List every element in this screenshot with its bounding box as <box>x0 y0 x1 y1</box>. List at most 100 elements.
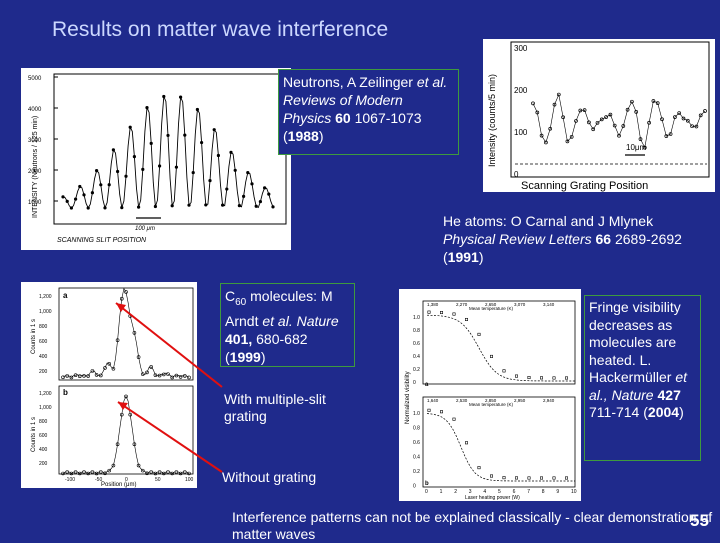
c60-ytick: 600 <box>39 339 48 345</box>
vis-frame-b <box>422 396 576 488</box>
vis-xlabel: Laser heating power (W) <box>465 495 520 501</box>
vis-panel-a: a <box>425 382 429 388</box>
vis-temp-b: 1,640 <box>427 398 439 403</box>
c60-xtick: -100 <box>65 477 75 483</box>
vis-xtick: 2 <box>454 489 457 495</box>
neutron-plot: INTENSITY (Neutrons / 125 min) 5000 4000 3… <box>21 68 291 250</box>
neutron-citation: Neutrons, A Zeilinger et al. Reviews of … <box>278 69 459 155</box>
c60-frame-b <box>58 385 194 475</box>
helium-point <box>608 112 613 117</box>
c60-label-multi: With multiple-slit grating <box>224 391 326 424</box>
c60-author-c: C <box>225 288 236 304</box>
c60-ytick: 400 <box>39 447 48 453</box>
helium-author: He atoms: O Carnal and J Mlynek <box>443 213 654 229</box>
vis-ylabel: Normalized visibility <box>405 371 411 424</box>
helium-scalebar-label: 10μm <box>626 143 647 152</box>
vis-point <box>565 376 569 380</box>
c60-point <box>69 375 74 380</box>
slide-title: Results on matter wave interference <box>52 18 389 41</box>
neutron-plot-svg: INTENSITY (Neutrons / 125 min) 5000 4000 3… <box>28 73 287 244</box>
helium-point <box>668 132 673 136</box>
visibility-citation: Fringe visibility decreases as molecules… <box>584 295 701 461</box>
vis-point <box>439 311 443 315</box>
neutron-ytick: 5000 <box>28 76 42 82</box>
vis-point <box>439 410 443 414</box>
vis-xtick: 0 <box>425 489 428 495</box>
vis-point <box>515 476 519 480</box>
helium-point <box>655 101 660 105</box>
helium-point <box>604 115 608 119</box>
helium-journal: Physical Review Letters <box>443 231 592 247</box>
c60-point <box>124 394 128 399</box>
c60-subscript: 60 <box>235 296 247 308</box>
vis-etal: et al. <box>589 369 688 403</box>
vis-point <box>465 441 469 445</box>
vis-yticks: 1.0 1.0 0.8 0.8 0.6 0.6 0.4 0.4 0.2 0.2 0 0 <box>413 315 420 490</box>
neutron-frame <box>53 73 287 225</box>
helium-xlabel: Scanning Grating Position <box>521 180 648 192</box>
c60-yticks: 1,200 1,000 800 600 400 200 1,200 1,000 800 600 40… <box>39 294 52 467</box>
c60-ylabel-bottom: Counts in 1 s <box>31 417 37 452</box>
neutron-ylabel: INTENSITY (Neutrons / 125 min) <box>32 116 39 218</box>
vis-point <box>552 476 556 480</box>
vis-temp-a: 3,070 <box>514 302 526 307</box>
vis-pages: 711-714 <box>589 404 640 420</box>
helium-yticks: 300 200 100 0 <box>514 44 528 179</box>
vis-ytick: 1.0 <box>413 315 420 321</box>
helium-ytick: 100 <box>514 128 528 137</box>
vis-temp-a: 3,140 <box>543 302 555 307</box>
vis-text: Fringe visibility decreases as molecules… <box>589 299 681 385</box>
c60-xticks: -100 -50 0 50 100 <box>65 477 194 483</box>
vis-xtick: 9 <box>556 489 559 495</box>
vis-xticks: 0 1 2 3 4 5 6 7 8 9 10 <box>425 489 577 495</box>
c60-ytick: 1,000 <box>39 405 52 411</box>
neutron-xlabel: SCANNING SLIT POSITION <box>57 237 147 244</box>
vis-top-axis-b: Mean temperature (K) <box>469 402 514 407</box>
helium-point <box>612 123 617 128</box>
vis-point <box>452 312 456 316</box>
c60-ytick: 800 <box>39 324 48 330</box>
helium-point <box>703 109 707 113</box>
helium-year: 1991 <box>447 249 479 265</box>
vis-volume: 427 <box>657 386 681 403</box>
c60-point <box>69 471 74 476</box>
helium-citation: He atoms: O Carnal and J Mlynek Physical… <box>443 213 682 265</box>
vis-ytick: 0.4 <box>413 354 420 360</box>
vis-curves <box>426 310 575 482</box>
neutron-scalebar-label: 100 μm <box>135 226 155 232</box>
helium-point <box>673 115 677 119</box>
neutron-journal: Reviews of Modern Physics <box>283 92 403 126</box>
c60-year: 1999 <box>229 348 261 365</box>
vis-panel-b: b <box>425 481 429 487</box>
c60-xtick: 0 <box>125 477 128 483</box>
helium-point <box>531 101 535 106</box>
vis-journal: , Nature <box>603 386 654 403</box>
neutron-ytick: 3000 <box>28 138 42 144</box>
c60-panel-b: b <box>63 388 68 397</box>
c60-citation: C60 molecules: M Arndt et al. Nature 401… <box>220 283 355 367</box>
helium-ytick: 200 <box>514 86 528 95</box>
vis-point <box>515 374 519 378</box>
vis-point <box>502 369 506 373</box>
c60-plot-svg: a b Counts in 1 s Counts in 1 s 1,200 1,0… <box>31 287 194 488</box>
vis-ytick: 0.4 <box>413 455 420 461</box>
neutron-curve <box>61 94 275 210</box>
vis-frame-a <box>422 300 576 385</box>
c60-point <box>73 373 78 377</box>
helium-frame <box>510 41 710 178</box>
c60-point <box>107 361 111 366</box>
vis-ytick: 0.6 <box>413 341 420 347</box>
helium-ytick: 0 <box>514 170 519 179</box>
vis-temp-b: 2,940 <box>543 398 555 403</box>
vis-xtick: 4 <box>483 489 486 495</box>
vis-temp-a: 1,380 <box>427 302 439 307</box>
helium-point <box>591 127 596 132</box>
visibility-plot: a b Normalized visibility Mean temperatu… <box>399 289 581 501</box>
vis-point <box>477 466 481 470</box>
vis-point <box>540 376 544 380</box>
vis-ytick: 0.2 <box>413 367 420 373</box>
neutron-pages: 1067-1073 <box>354 110 422 126</box>
neutron-year: 1988 <box>287 128 319 144</box>
helium-point <box>569 134 574 139</box>
helium-point <box>685 118 690 123</box>
